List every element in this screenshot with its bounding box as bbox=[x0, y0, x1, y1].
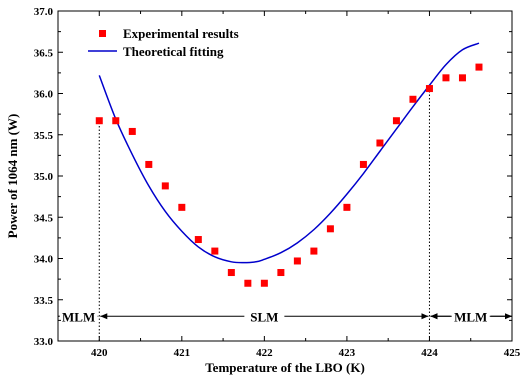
y-tick-label-5: 35.5 bbox=[34, 130, 54, 142]
region-text-1: SLM bbox=[250, 309, 278, 324]
y-tick-label-0: 33.0 bbox=[34, 336, 54, 348]
data-point-21 bbox=[442, 74, 450, 82]
data-point-2 bbox=[128, 127, 136, 135]
y-tick-label-1: 33.5 bbox=[34, 295, 54, 307]
fit-line bbox=[98, 42, 480, 264]
data-point-16 bbox=[359, 160, 367, 168]
legend-label-experimental: Experimental results bbox=[123, 26, 239, 41]
data-point-6 bbox=[194, 236, 202, 244]
y-tick-label-4: 35.0 bbox=[34, 171, 54, 183]
region-label-mask-0 bbox=[59, 308, 98, 324]
y-axis-title: Power of 1064 nm (W) bbox=[5, 114, 20, 239]
region-text-0: MLM bbox=[62, 309, 95, 324]
data-point-18 bbox=[392, 117, 400, 125]
data-point-13 bbox=[310, 247, 318, 255]
data-point-8 bbox=[227, 269, 235, 277]
data-point-23 bbox=[475, 63, 483, 71]
plot-frame bbox=[57, 10, 513, 342]
data-point-4 bbox=[161, 182, 169, 190]
y-tick-label-3: 34.5 bbox=[34, 212, 54, 224]
region-text-2: MLM bbox=[454, 309, 487, 324]
y-tick-label-7: 36.5 bbox=[34, 47, 54, 59]
x-tick-label-5: 425 bbox=[504, 347, 521, 359]
data-point-11 bbox=[277, 269, 285, 277]
data-point-5 bbox=[178, 203, 186, 211]
data-point-17 bbox=[376, 139, 384, 147]
x-tick-label-1: 421 bbox=[174, 347, 191, 359]
region-label-mask-1 bbox=[245, 308, 284, 324]
axes: 420 421 422 423 424 425 33.0 33.5 34.0 34.5 35.0 35… bbox=[5, 6, 521, 375]
data-point-9 bbox=[244, 279, 252, 287]
region-label-mask-2 bbox=[451, 308, 490, 324]
y-tick-label-8: 37.0 bbox=[34, 6, 54, 18]
data-point-0 bbox=[95, 117, 103, 125]
legend-label-fit: Theoretical fitting bbox=[123, 44, 224, 59]
data-point-3 bbox=[145, 160, 153, 168]
data-point-10 bbox=[260, 279, 268, 287]
x-tick-label-0: 420 bbox=[91, 347, 108, 359]
y-tick-label-6: 36.0 bbox=[34, 89, 54, 101]
data-point-15 bbox=[343, 203, 351, 211]
data-point-1 bbox=[112, 117, 120, 125]
y-tick-label-2: 34.0 bbox=[34, 254, 54, 266]
legend: Experimental results Theoretical fitting bbox=[88, 26, 239, 59]
x-tick-label-2: 422 bbox=[256, 347, 273, 359]
data-point-20 bbox=[425, 85, 433, 93]
legend-marker-experimental bbox=[99, 30, 106, 37]
data-point-22 bbox=[458, 74, 466, 82]
data-point-19 bbox=[409, 95, 417, 103]
x-tick-label-4: 424 bbox=[421, 347, 438, 359]
data-point-14 bbox=[326, 225, 334, 233]
plot-area: MLMSLMMLMMLMSLMMLM bbox=[58, 42, 512, 341]
x-axis-title: Temperature of the LBO (K) bbox=[205, 360, 365, 375]
data-point-12 bbox=[293, 257, 301, 265]
x-tick-label-3: 423 bbox=[339, 347, 356, 359]
data-point-7 bbox=[211, 247, 219, 255]
